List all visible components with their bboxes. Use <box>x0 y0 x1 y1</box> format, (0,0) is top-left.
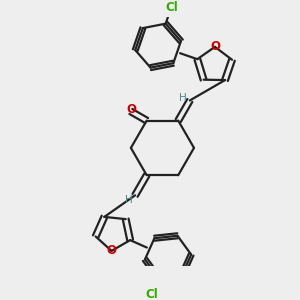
Text: O: O <box>106 244 117 257</box>
Text: Cl: Cl <box>145 288 158 300</box>
Text: O: O <box>127 103 137 116</box>
Text: H: H <box>124 195 132 205</box>
Text: H: H <box>179 93 187 103</box>
Text: Cl: Cl <box>165 1 178 14</box>
Text: O: O <box>210 40 220 53</box>
